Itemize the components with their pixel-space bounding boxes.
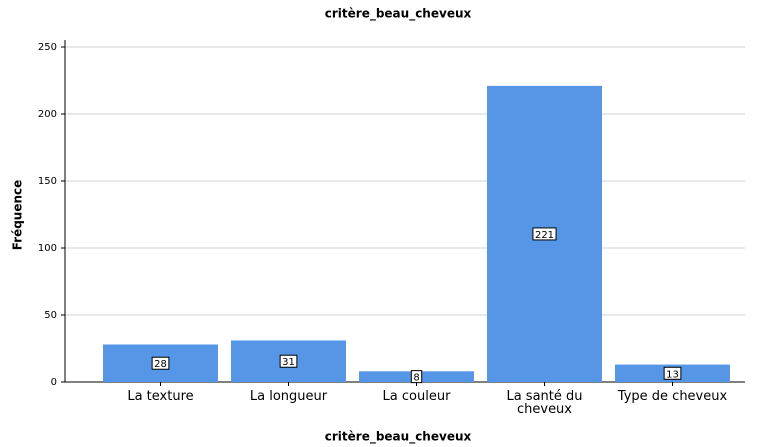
data-label: 8 xyxy=(413,373,419,384)
x-tick-label: La longueur xyxy=(249,389,328,404)
y-tick-label: 50 xyxy=(44,310,57,321)
data-label-box xyxy=(663,366,682,380)
y-tick-label: 200 xyxy=(38,109,57,120)
y-tick-label: 250 xyxy=(38,42,57,53)
data-label: 13 xyxy=(666,369,679,380)
data-label: 221 xyxy=(535,230,554,241)
x-tick-label: La couleur xyxy=(382,389,451,404)
chart-title: critère_beau_cheveux xyxy=(325,7,472,22)
x-tick-label: Type de cheveux xyxy=(617,389,728,404)
data-label: 28 xyxy=(154,359,167,370)
data-label-box xyxy=(279,354,298,368)
x-tick-label: La texture xyxy=(127,389,194,404)
x-tick-label: La santé du cheveux xyxy=(506,389,583,417)
data-label-box xyxy=(532,227,557,241)
data-label-box xyxy=(151,356,170,370)
y-tick-label: 150 xyxy=(38,176,57,187)
x-axis-label: critère_beau_cheveux xyxy=(325,430,472,445)
y-tick-label: 0 xyxy=(51,377,57,388)
y-tick-label: 100 xyxy=(38,243,57,254)
data-label: 31 xyxy=(282,357,295,368)
y-axis-label: Fréquence xyxy=(11,180,25,251)
